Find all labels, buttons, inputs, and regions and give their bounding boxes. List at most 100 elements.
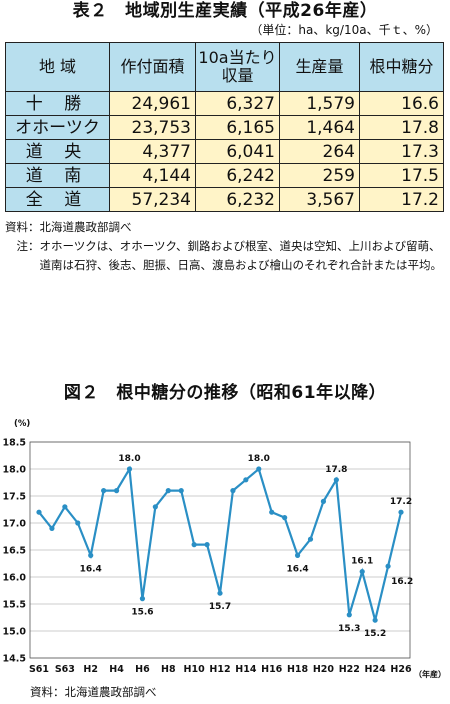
table-source: 資料：北海道農政部調べ (5, 220, 132, 234)
data-point (346, 612, 352, 618)
table-row: 十 勝 24,961 6,327 1,579 16.6 (5, 91, 444, 116)
data-point (88, 552, 94, 558)
data-label: 15.2 (364, 629, 386, 639)
data-label: 18.0 (118, 454, 140, 464)
x-tick-label: H16 (261, 664, 283, 675)
data-label: 15.3 (338, 624, 360, 634)
data-point (49, 525, 55, 531)
data-label: 16.1 (351, 557, 373, 567)
yield-cell: 6,242 (195, 163, 280, 188)
area-cell: 24,961 (109, 91, 196, 116)
chart-source: 資料：北海道農政部調べ (30, 685, 157, 699)
production-cell: 3,567 (279, 187, 360, 212)
x-tick-label: H2 (83, 664, 98, 675)
y-tick-label: 18.5 (3, 438, 26, 449)
sugar-content-line-chart: 14.5 15.0 15.5 16.0 16.5 17.0 17.5 18.0 18.5 (%) S… (3, 419, 446, 679)
production-cell: 1,464 (279, 115, 360, 140)
region-cell: 道 央 (5, 139, 110, 164)
area-cell: 57,234 (109, 187, 196, 212)
x-tick-label: H18 (287, 664, 309, 675)
data-label: 17.2 (390, 497, 412, 507)
table-header-row: 地 域 作付面積 10a当たり 収量 生産量 根中糖分 (5, 42, 444, 92)
sugar-cell: 17.3 (359, 139, 444, 164)
data-label: 15.6 (131, 608, 153, 618)
footnote-text: オホーツクは、オホーツク、釧路および根室、道央は空知、上川および留萌、道南は石狩… (39, 239, 443, 272)
y-tick-label: 14.5 (3, 654, 26, 665)
x-tick-label: H24 (365, 664, 387, 675)
chart-title: 図２ 根中糖分の推移（昭和61年以降） (63, 383, 387, 403)
header-yield: 10a当たり 収量 (195, 42, 280, 92)
data-point (320, 498, 327, 504)
table-footnote: 注： オホーツクは、オホーツク、釧路および根室、道央は空知、上川および留萌、道南… (5, 237, 445, 275)
data-point (62, 504, 68, 510)
data-point (204, 542, 210, 548)
y-tick-label: 17.5 (3, 492, 26, 503)
x-tick-label: H22 (339, 664, 360, 675)
data-point (152, 504, 158, 510)
region-cell: 道 南 (5, 163, 110, 188)
data-point (256, 466, 262, 472)
data-point (269, 509, 275, 515)
x-tick-label: S61 (29, 664, 49, 675)
table-notes: 資料：北海道農政部調べ 注： オホーツクは、オホーツク、釧路および根室、道央は空… (5, 218, 445, 275)
footnote-label: 注： (5, 239, 40, 253)
data-label: 16.4 (80, 564, 102, 574)
data-label: 16.4 (286, 564, 308, 574)
sugar-cell: 17.8 (359, 115, 444, 140)
y-tick-label: 16.0 (3, 573, 27, 584)
data-point (75, 520, 81, 526)
x-tick-label: S63 (55, 664, 75, 675)
data-point (282, 515, 288, 521)
x-tick-label: H12 (209, 664, 230, 675)
production-cell: 259 (279, 163, 360, 188)
x-tick-label: H10 (184, 664, 206, 675)
x-tick-label: H14 (235, 664, 257, 675)
header-yield-line1: 10a当たり (198, 48, 277, 67)
data-point (359, 569, 365, 575)
data-point (139, 596, 146, 602)
y-tick-label: 17.0 (3, 519, 27, 530)
yield-cell: 6,041 (195, 139, 280, 164)
unit-note: （単位：ha、kg/10a、千ｔ、%） (250, 23, 438, 37)
x-tick-label: H20 (313, 664, 335, 675)
region-cell: 全 道 (5, 187, 110, 212)
data-label: 15.7 (209, 602, 231, 612)
x-tick-label: H26 (390, 664, 412, 675)
production-cell: 1,579 (279, 91, 360, 116)
header-production: 生産量 (279, 42, 360, 92)
x-tick-label: H8 (161, 664, 176, 675)
area-cell: 4,377 (109, 139, 196, 164)
table-row: 道 央 4,377 6,041 264 17.3 (5, 139, 444, 164)
production-table: 地 域 作付面積 10a当たり 収量 生産量 根中糖分 十 勝 24,961 6… (5, 42, 444, 212)
x-axis-label: （年産） (414, 669, 446, 679)
region-cell: オホーツク (5, 115, 110, 140)
y-tick-label: 15.5 (3, 600, 26, 611)
data-point (113, 488, 120, 494)
data-point (230, 488, 236, 494)
area-cell: 4,144 (109, 163, 196, 188)
plot-frame (29, 441, 411, 659)
data-point (165, 488, 171, 494)
data-label: 17.8 (325, 465, 347, 475)
series-line (38, 465, 403, 621)
data-label: 16.2 (391, 577, 413, 587)
y-tick-label: 16.5 (3, 546, 26, 557)
yield-cell: 6,327 (195, 91, 280, 116)
y-axis-label: (%) (14, 419, 30, 429)
header-sugar: 根中糖分 (359, 42, 444, 92)
data-point (178, 488, 184, 494)
data-point (333, 477, 339, 483)
data-point (36, 509, 42, 515)
table-row: オホーツク 23,753 6,165 1,464 17.8 (5, 115, 444, 140)
yield-cell: 6,232 (195, 187, 280, 212)
data-point (101, 488, 107, 494)
data-point (126, 466, 133, 472)
data-point (191, 542, 197, 548)
area-cell: 23,753 (109, 115, 196, 140)
data-point (307, 536, 314, 542)
y-tick-label: 15.0 (3, 627, 27, 638)
yield-cell: 6,165 (195, 115, 280, 140)
x-tick-label: H6 (135, 664, 150, 675)
data-point (217, 590, 223, 596)
data-point (243, 477, 249, 483)
